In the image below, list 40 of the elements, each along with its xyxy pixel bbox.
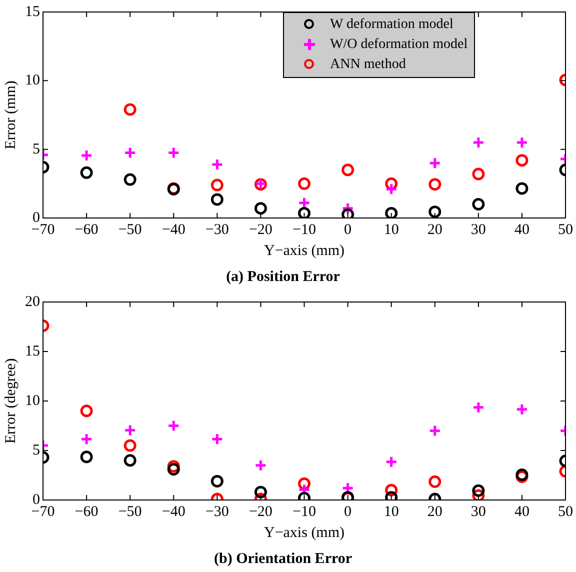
y-tick-label: 10 [25,72,40,89]
y-tick-label: 15 [25,343,40,360]
y-tick-label: 10 [25,392,40,409]
y-tick-label: 5 [32,442,40,458]
x-tick-label: 50 [558,504,573,520]
x-tick-label: −60 [74,222,98,238]
x-tick-label: −10 [292,504,316,520]
y-tick-label: 20 [25,294,40,310]
x-tick-label: −30 [205,504,229,520]
x-tick-label: 0 [344,504,352,520]
x-tick-label: −40 [162,504,186,520]
x-tick-label: 30 [470,222,486,238]
y-tick-label: 5 [32,141,40,158]
y-axis-title: Error (mm) [2,80,19,150]
text: (b) Orientation Error [214,550,352,567]
x-tick-label: −20 [248,222,272,238]
x-tick-label: −40 [162,222,186,238]
x-axis-title: Y−axis (mm) [264,242,345,259]
x-axis-title: Y−axis (mm) [264,524,345,541]
y-axis-title: Error (degree) [2,358,19,444]
x-tick-label: 30 [470,504,486,520]
x-tick-label: −30 [205,222,229,238]
x-tick-label: 10 [384,222,399,238]
legend-label: W deformation model [330,17,454,33]
x-tick-label: 10 [384,504,399,520]
text: (a) Position Error [226,268,340,285]
x-tick-label: 0 [344,222,352,238]
x-tick-label: −60 [74,504,98,520]
x-tick-label: −20 [248,504,272,520]
x-tick-label: −50 [118,504,142,520]
x-tick-label: 50 [558,222,573,238]
y-tick-label: 15 [25,4,40,20]
x-tick-label: 40 [514,504,530,520]
x-tick-label: 40 [514,222,530,238]
legend-label: W/O deformation model [330,37,468,53]
legend-label: ANN method [330,57,406,73]
x-tick-label: −10 [292,222,316,238]
x-tick-label: 20 [427,504,442,520]
x-tick-label: 20 [427,222,442,238]
x-tick-label: −50 [118,222,142,238]
